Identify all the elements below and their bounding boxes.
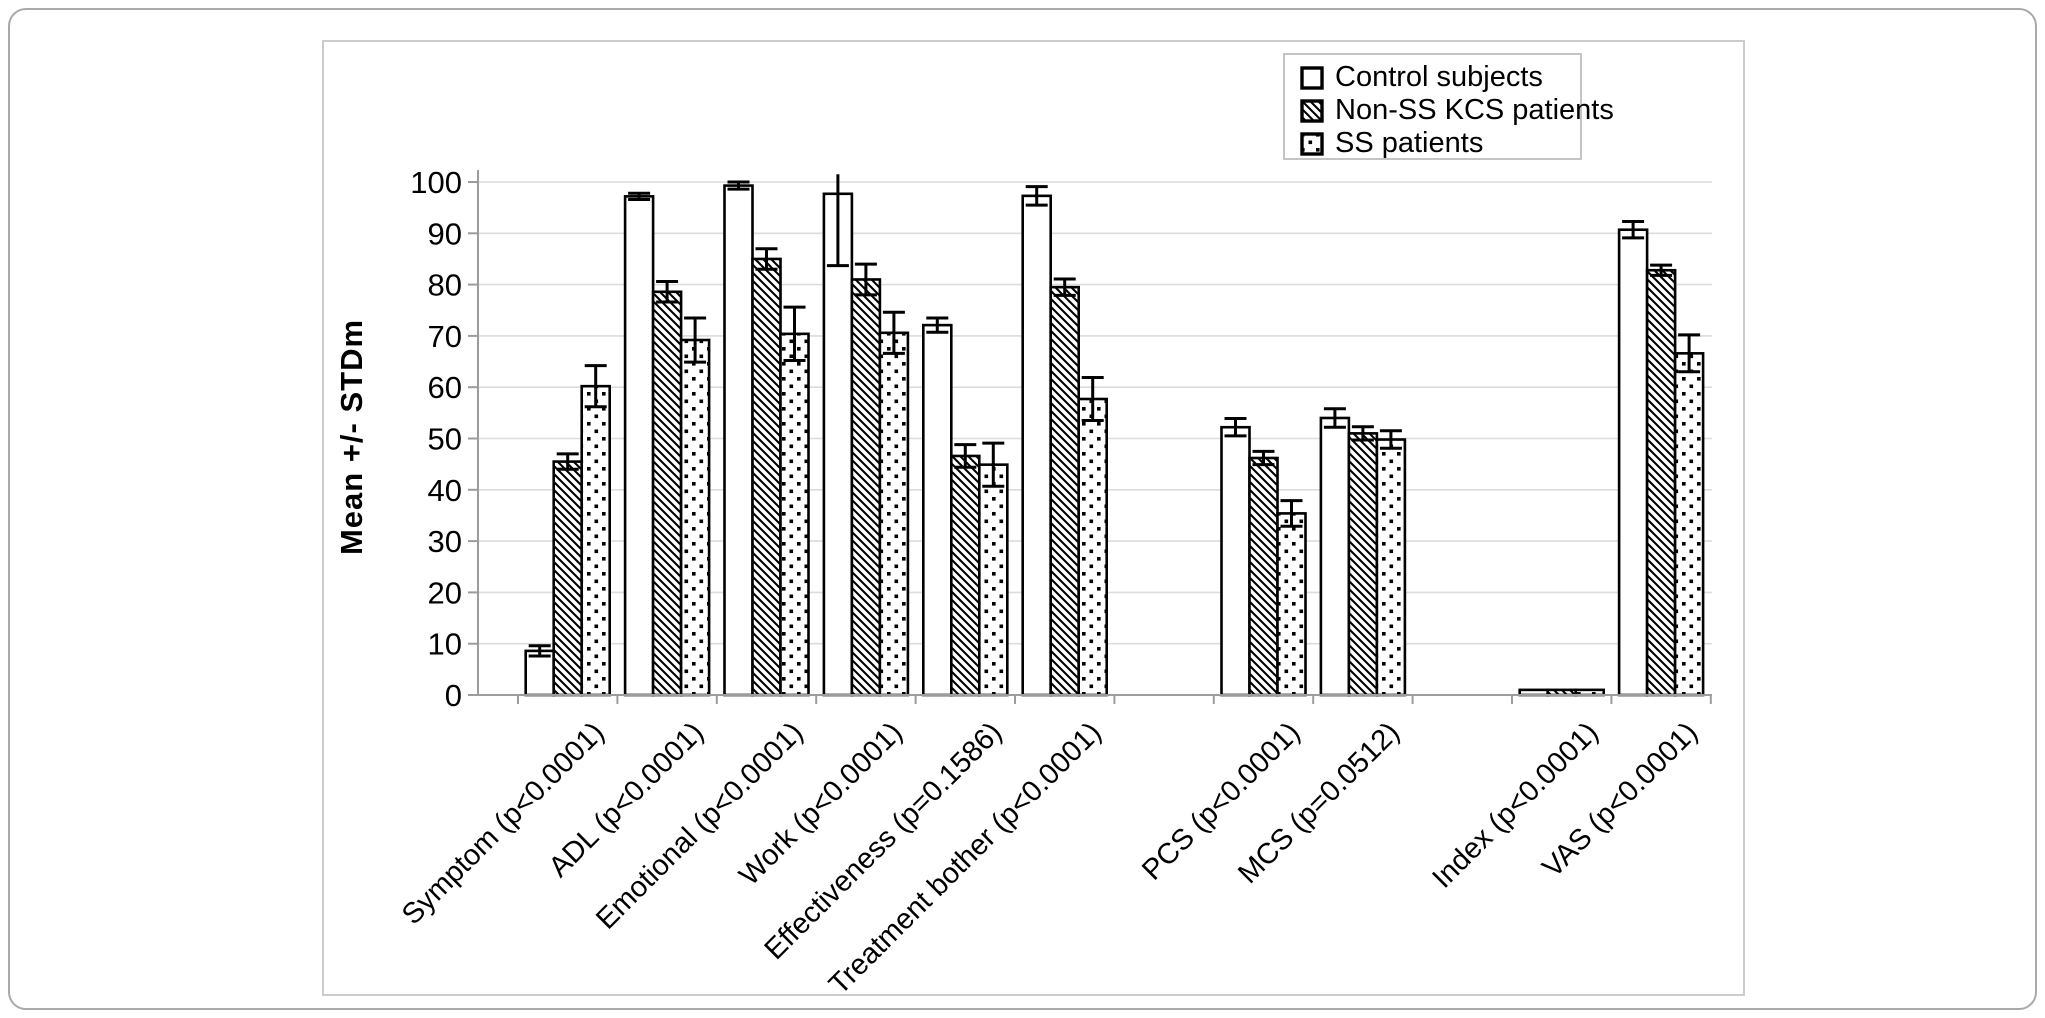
bar-non-ss [1248,456,1279,697]
bar-non-ss [1645,268,1677,697]
bar-non-ss [1049,285,1080,697]
bar-ss [1276,512,1307,697]
legend-item-control: Control subjects [1299,61,1580,94]
bar-ss [977,463,1009,697]
bar-control [723,184,754,697]
bar-ss [779,332,810,697]
bar-non-ss [651,290,683,697]
bar-control [1220,425,1251,697]
bar-non-ss [751,257,782,697]
y-tick-label: 60 [428,370,462,405]
legend-swatch-control-icon [1300,65,1324,90]
y-tick-label: 50 [428,422,462,457]
legend-swatch-ss-icon [1300,131,1324,156]
y-axis-title: Mean +/- STDm [334,318,369,556]
bars-group [524,174,1705,697]
bar-ss [1673,352,1705,697]
bar-non-ss [552,460,584,697]
bar-control [623,195,655,697]
y-tick-label: 70 [428,319,462,354]
bar-control [822,192,854,697]
bar-non-ss [850,278,882,697]
legend-swatch-non-ss-icon [1300,98,1324,123]
y-tick-label: 10 [428,627,462,662]
y-tick-label: 0 [445,678,462,713]
bar-non-ss [1347,432,1379,697]
y-tick-label: 80 [428,268,462,303]
bar-control [1617,228,1649,697]
bar-control [921,323,953,697]
legend-label-ss: SS patients [1335,127,1484,159]
bar-control [1319,416,1351,697]
bar-ss [580,384,612,697]
x-category-label: Index (p<0.0001) [1426,716,1604,894]
legend-box: Control subjects Non-SS KCS patients SS … [1283,53,1614,160]
legend-label-control: Control subjects [1335,61,1543,93]
y-tick-label: 90 [428,216,462,251]
bar-ss [1077,397,1108,697]
bar-non-ss [949,454,981,697]
y-tick-label: 30 [428,524,462,559]
bar-ss [878,331,910,697]
bar-ss [679,338,711,697]
legend-label-non-ss: Non-SS KCS patients [1335,94,1614,126]
bar-control [1021,194,1053,697]
x-category-label: Symptom (p<0.0001) [396,716,611,931]
legend-item-non-ss: Non-SS KCS patients [1299,94,1614,127]
axes-group [468,170,1712,704]
y-tick-label: 20 [428,575,462,610]
legend-item-ss: SS patients [1299,127,1580,160]
y-tick-label: 100 [410,165,462,200]
bar-ss [1375,438,1407,697]
y-tick-label: 40 [428,473,462,508]
